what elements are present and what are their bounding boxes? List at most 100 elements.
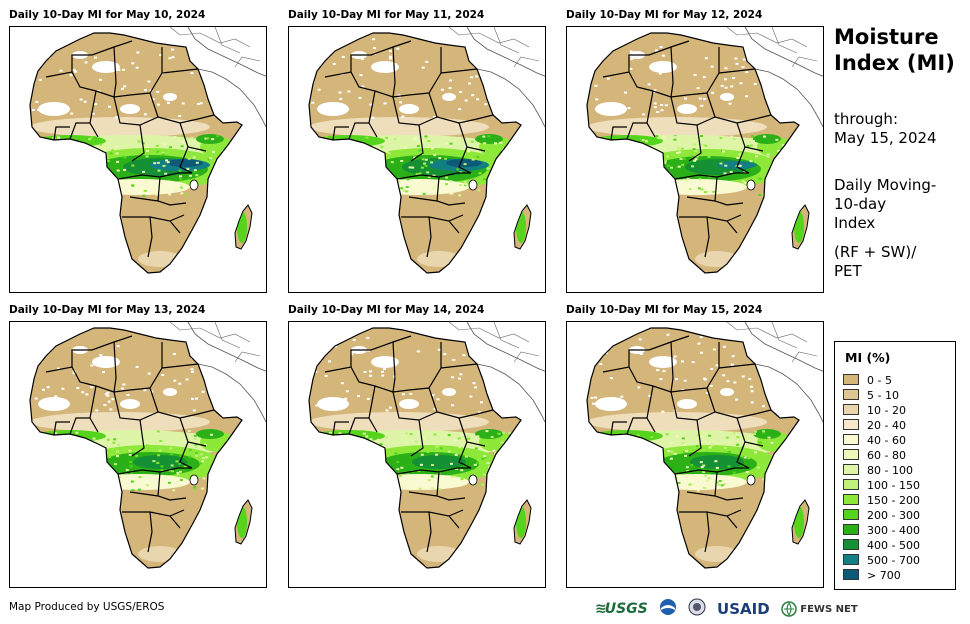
country-border: [408, 491, 438, 497]
legend-item: 200 - 300: [843, 509, 920, 522]
country-border: [410, 124, 424, 162]
legend-item: 20 - 40: [843, 419, 906, 432]
legend-swatch: [843, 569, 859, 580]
legend-item: 10 - 20: [843, 404, 906, 417]
country-border: [410, 419, 424, 457]
legend-label: 200 - 300: [867, 509, 920, 522]
legend-title: MI (%): [845, 350, 891, 365]
usaid-logo: USAID: [717, 600, 770, 618]
usgs-logo-text: USGS: [604, 601, 648, 617]
africa-map: [29, 27, 266, 274]
index-description: Daily Moving- 10-day Index: [834, 176, 936, 233]
legend-label: 80 - 100: [867, 464, 913, 477]
legend-label: 150 - 200: [867, 494, 920, 507]
legend-item: 80 - 100: [843, 464, 913, 477]
coastline: [586, 32, 800, 274]
panel-title: Daily 10-Day MI for May 15, 2024: [566, 304, 763, 316]
coastline: [308, 327, 522, 569]
description-line: 10-day: [834, 195, 887, 213]
map-panel: [288, 26, 546, 293]
country-border: [448, 509, 464, 517]
country-border: [71, 40, 133, 72]
country-border: [458, 441, 472, 469]
country-border: [436, 471, 466, 501]
usgs-waves-icon: ≋: [595, 601, 607, 617]
fewsnet-logo-text: FEWS NET: [800, 604, 858, 615]
country-border: [350, 40, 412, 72]
legend-label: 60 - 80: [867, 449, 906, 462]
country-border: [392, 341, 396, 393]
legend-swatch: [843, 449, 859, 460]
country-border: [129, 196, 159, 202]
africa-map: [29, 322, 266, 569]
legend-label: 40 - 60: [867, 434, 906, 447]
country-border: [169, 214, 185, 222]
country-border: [686, 491, 716, 497]
country-border: [610, 421, 627, 436]
map-panel: [566, 321, 824, 588]
panel-title: Daily 10-Day MI for May 12, 2024: [566, 9, 763, 21]
country-border: [147, 511, 153, 553]
country-border: [157, 176, 187, 206]
country-border: [53, 126, 70, 141]
legend-label: 500 - 700: [867, 554, 920, 567]
country-border: [458, 146, 472, 174]
country-border: [679, 511, 738, 529]
country-border: [426, 511, 432, 553]
legend-item: 500 - 700: [843, 554, 920, 567]
legend-item: 0 - 5: [843, 374, 892, 387]
index-title: Moisture Index (MI): [834, 24, 955, 76]
country-border: [332, 421, 349, 436]
country-border: [704, 216, 710, 258]
legend-item: 150 - 200: [843, 494, 920, 507]
country-border: [626, 122, 647, 140]
country-border: [392, 391, 438, 421]
legend-swatch: [843, 539, 859, 550]
map-panel: [288, 321, 546, 588]
coastline: [586, 327, 800, 569]
coastline: [308, 32, 522, 274]
africa-map: [308, 27, 545, 274]
through-label: through:: [834, 110, 898, 128]
country-border: [436, 176, 466, 206]
country-border: [161, 68, 199, 74]
formula-line: PET: [834, 262, 862, 280]
legend: MI (%) 0 - 5 5 - 10 10 - 20 20 - 40 40 - 60 6…: [834, 341, 956, 590]
legend-label: > 700: [867, 569, 901, 582]
legend-label: 300 - 400: [867, 524, 920, 537]
globe-icon: [781, 601, 797, 617]
legend-swatch: [843, 419, 859, 430]
country-border: [401, 216, 460, 234]
country-border: [440, 68, 478, 74]
country-border: [626, 417, 647, 435]
legend-swatch: [843, 509, 859, 520]
noaa-logo-icon: [659, 598, 677, 620]
country-border: [161, 363, 199, 369]
country-border: [69, 417, 90, 435]
country-border: [122, 216, 181, 234]
africa-map: [586, 27, 823, 274]
panel-title: Daily 10-Day MI for May 13, 2024: [9, 304, 206, 316]
country-border: [71, 335, 133, 367]
country-border: [718, 68, 756, 74]
index-title-line: Moisture: [834, 25, 939, 49]
country-border: [718, 363, 756, 369]
country-border: [714, 176, 744, 206]
africa-map: [586, 322, 823, 569]
legend-item: 400 - 500: [843, 539, 920, 552]
country-border: [122, 511, 181, 529]
country-border: [688, 419, 702, 457]
country-border: [726, 214, 742, 222]
legend-swatch: [843, 464, 859, 475]
map-panel: [566, 26, 824, 293]
legend-item: 40 - 60: [843, 434, 906, 447]
country-border: [332, 126, 349, 141]
panel-title: Daily 10-Day MI for May 11, 2024: [288, 9, 485, 21]
panel-title: Daily 10-Day MI for May 14, 2024: [288, 304, 485, 316]
country-border: [348, 122, 369, 140]
country-border: [688, 124, 702, 162]
country-border: [179, 441, 193, 469]
country-border: [628, 335, 690, 367]
panel-title: Daily 10-Day MI for May 10, 2024: [9, 9, 206, 21]
legend-swatch: [843, 524, 859, 535]
